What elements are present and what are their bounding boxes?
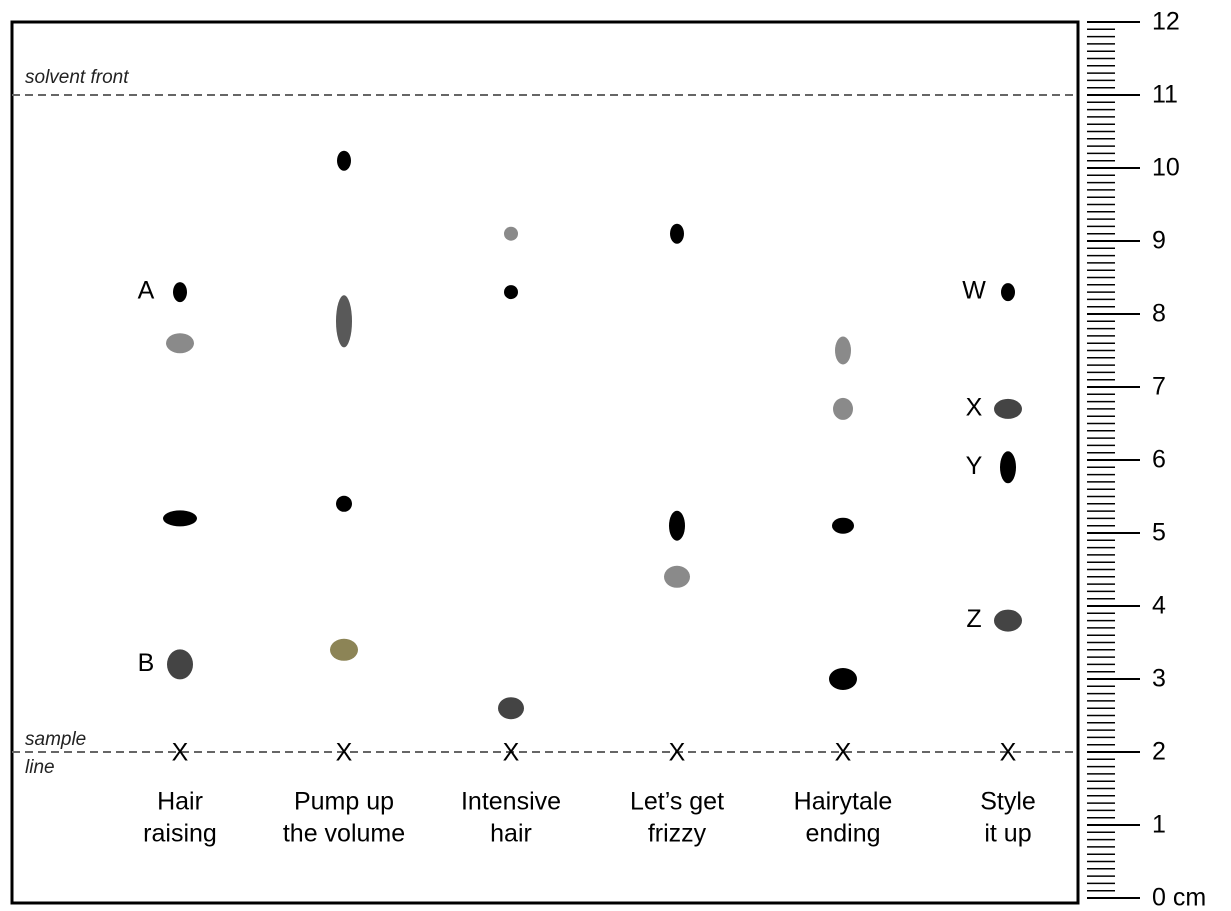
spot [664,565,690,588]
sample-line-label: line [25,757,55,778]
spot [336,295,352,348]
spot-label: Z [966,605,981,633]
spot-label: Y [966,452,983,480]
spot [173,282,187,303]
ruler-label: 0 cm [1152,884,1206,911]
lane-name: Let’s get [630,788,724,816]
lane-name: Intensive [461,788,561,816]
lane-name: frizzy [648,820,707,848]
lane-name: ending [805,820,880,848]
spot [670,223,684,244]
solvent-front-label: solvent front [25,67,129,88]
spot [835,336,851,365]
ruler-label: 10 [1152,154,1180,182]
ruler-label: 6 [1152,446,1166,474]
spot-label: X [966,394,983,422]
origin-mark: X [503,739,520,767]
spot [337,150,351,171]
origin-mark: X [336,739,353,767]
ruler-label: 2 [1152,738,1166,766]
origin-mark: X [835,739,852,767]
spot [163,510,197,527]
ruler-label: 8 [1152,300,1166,328]
spot [336,495,352,512]
lane-name: Hair [157,788,203,816]
ruler-label: 4 [1152,592,1166,620]
ruler-label: 5 [1152,519,1166,547]
lane-name: hair [490,820,532,848]
lane-name: Hairytale [794,788,893,816]
ruler-label: 12 [1152,8,1180,36]
spot [829,668,857,690]
origin-mark: X [1000,739,1017,767]
origin-mark: X [172,739,189,767]
sample-line-label: sample [25,729,86,750]
spot [669,510,685,541]
spot [167,649,193,680]
lane-name: raising [143,820,217,848]
spot [833,397,853,420]
origin-mark: X [669,739,686,767]
spot-label: A [138,277,155,305]
spot [166,333,194,354]
paper-frame [10,20,1080,905]
lane-name: Pump up [294,788,394,816]
spot [330,638,358,661]
spot [832,517,854,534]
ruler-label: 7 [1152,373,1166,401]
spot [1000,451,1016,484]
ruler-label: 9 [1152,227,1166,255]
lane-name: it up [984,820,1031,848]
spot [994,398,1022,419]
ruler-label: 11 [1152,81,1178,109]
spot [498,697,524,720]
lane-name: the volume [283,820,405,848]
spot [1001,283,1015,302]
spot-label: B [138,649,155,677]
ruler-label: 1 [1152,811,1166,839]
spot-label: W [962,277,986,305]
lane-name: Style [980,788,1036,816]
spot [504,285,518,300]
ruler-label: 3 [1152,665,1166,693]
spot [504,226,518,241]
spot [994,609,1022,632]
